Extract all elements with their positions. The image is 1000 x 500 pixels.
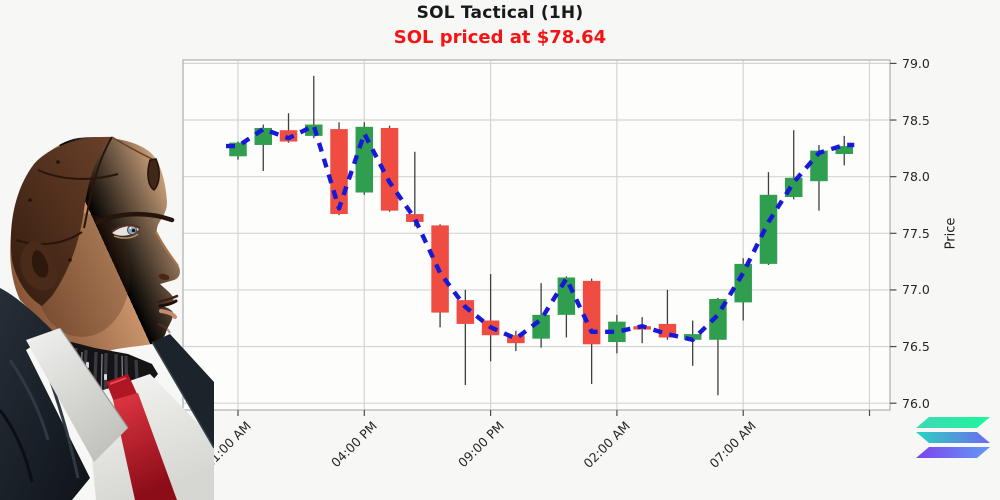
candle-up (835, 146, 853, 155)
nostril (158, 273, 170, 281)
chin-crease (157, 323, 171, 334)
y-tick-label: 78.5 (902, 112, 930, 128)
collar-edge (59, 327, 129, 429)
plot-area (183, 60, 890, 410)
eyelid (111, 224, 141, 233)
candle-up (759, 194, 778, 264)
sleeve-seam (0, 409, 34, 483)
nose-bridge (155, 231, 179, 267)
shirt-collar (26, 328, 128, 462)
lower-lip (159, 309, 177, 319)
forehead-seam (111, 136, 155, 161)
lapel-edge (151, 341, 214, 449)
y-tick-label: 78.0 (902, 169, 930, 185)
lower-lid (113, 233, 139, 239)
page-title: SOL Tactical (1H) (416, 3, 584, 23)
mouth-opening (158, 299, 178, 308)
candle-down (330, 129, 348, 215)
solana-bar-middle (916, 432, 990, 443)
y-tick-label: 77.0 (902, 282, 930, 298)
candle-down (582, 280, 601, 345)
y-tick-label: 79.0 (902, 55, 930, 71)
candle-down (406, 214, 424, 222)
candle-down (456, 300, 475, 324)
price-annotation: SOL priced at $78.64 (393, 27, 607, 48)
tie (113, 393, 177, 500)
ear-inner (31, 250, 49, 278)
solana-bar-top (916, 417, 990, 428)
candle-up (734, 263, 752, 303)
right-lapel (152, 334, 214, 448)
upper-lip (156, 294, 179, 304)
y-axis-title: Price (943, 217, 959, 250)
pupil (131, 228, 136, 233)
candle-down (507, 335, 525, 344)
candle-down (380, 127, 399, 211)
y-tick-label: 77.5 (902, 225, 930, 241)
tie-knot-highlight (109, 377, 127, 385)
y-tick-label: 76.5 (902, 339, 930, 355)
skull-seams (15, 136, 119, 246)
tie-knot (106, 374, 138, 402)
eye-highlight (129, 227, 132, 229)
plot-border (182, 59, 891, 411)
solana-logo (916, 417, 990, 458)
candle-up (683, 334, 702, 340)
forehead-medallion (147, 158, 160, 191)
eyebrow (95, 211, 175, 225)
y-tick-label: 76.0 (902, 395, 930, 411)
candle-up (608, 321, 626, 343)
solana-bar-bottom (916, 447, 990, 458)
candle-up (557, 277, 576, 315)
candle-up (810, 150, 828, 182)
robot-analyst-image (0, 136, 214, 500)
